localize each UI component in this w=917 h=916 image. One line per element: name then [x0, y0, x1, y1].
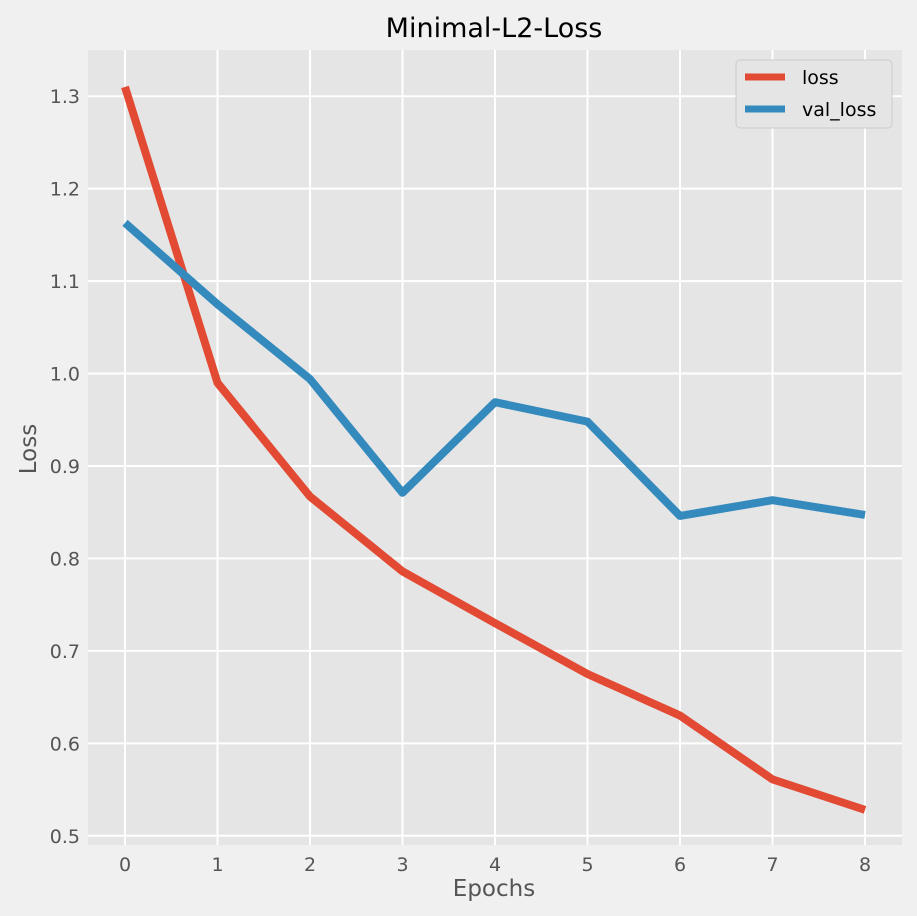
y-tick-label: 1.0 — [50, 364, 80, 386]
x-tick-label: 3 — [396, 854, 408, 876]
x-tick-label: 5 — [581, 854, 593, 876]
x-tick-label: 7 — [766, 854, 778, 876]
y-tick-label: 1.2 — [50, 179, 80, 201]
y-tick-label: 0.8 — [50, 548, 80, 570]
x-axis-label: Epochs — [453, 876, 535, 902]
y-axis-label: Loss — [16, 424, 42, 474]
x-tick-label: 0 — [119, 854, 131, 876]
y-tick-label: 0.5 — [50, 826, 80, 848]
legend: loss val_loss — [735, 59, 893, 129]
series-line-val-loss — [122, 219, 866, 520]
x-tick-label: 2 — [304, 854, 316, 876]
series-line-loss — [121, 85, 867, 814]
chart-title: Minimal-L2-Loss — [386, 13, 603, 44]
x-tick-label: 4 — [489, 854, 501, 876]
y-tick-label: 0.6 — [50, 733, 80, 755]
legend-label-val-loss: val_loss — [802, 99, 876, 121]
x-tick-label: 8 — [859, 854, 871, 876]
y-tick-label: 1.1 — [50, 271, 80, 293]
y-tick-label: 0.9 — [50, 456, 80, 478]
x-tick-label: 1 — [211, 854, 223, 876]
series-lines — [121, 85, 867, 814]
y-tick-label: 1.3 — [50, 86, 80, 108]
tick-labels: 0 1 2 3 4 5 6 7 8 0.5 0.6 0.7 0.8 0.9 1.0 1.1 1.2 1.3 — [50, 86, 871, 876]
x-tick-label: 6 — [674, 854, 686, 876]
y-tick-label: 0.7 — [50, 641, 80, 663]
legend-label-loss: loss — [802, 67, 839, 89]
